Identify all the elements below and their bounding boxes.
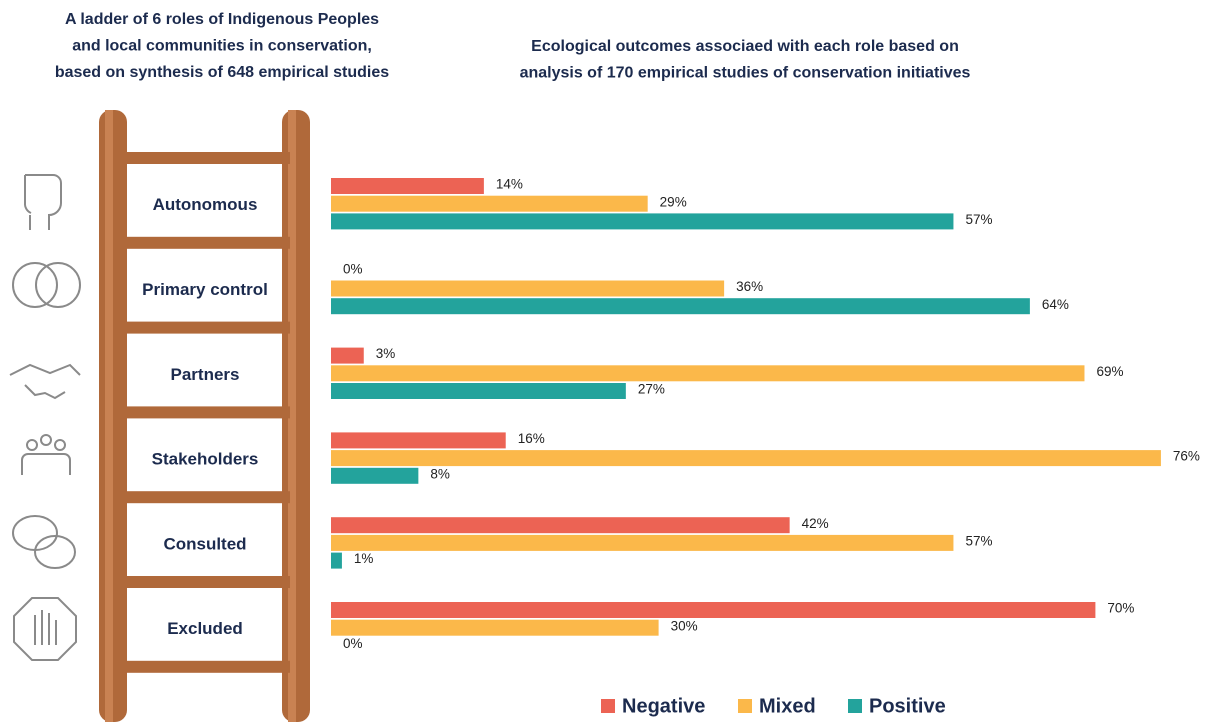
handshake-icon [9, 363, 81, 400]
bar [331, 178, 484, 194]
value-label: 0% [343, 636, 363, 651]
ladder-rail-shine [288, 110, 296, 722]
fist-icon [23, 174, 62, 230]
value-label: 1% [354, 551, 374, 566]
bar [331, 195, 648, 212]
value-label: 42% [802, 516, 829, 531]
category-box [127, 337, 282, 406]
ladder [99, 110, 310, 722]
icons [9, 174, 81, 661]
people-icon [26, 439, 38, 451]
value-label: 76% [1173, 449, 1200, 464]
value-label: 29% [660, 194, 687, 209]
legend-label: Negative [622, 695, 705, 717]
value-label: 14% [496, 177, 523, 192]
category-box [127, 422, 282, 491]
value-label: 64% [1042, 297, 1069, 312]
ladder-rung [120, 491, 290, 504]
value-label: 27% [638, 382, 665, 397]
value-label: 57% [965, 212, 992, 227]
category-label: Consulted [163, 534, 246, 553]
category-box [127, 168, 282, 236]
people-icon [21, 453, 71, 475]
value-label: 3% [376, 346, 396, 361]
bubble-icon [12, 515, 58, 551]
people-icon [54, 439, 66, 451]
bar [331, 517, 790, 534]
bar [331, 552, 342, 569]
legend-label: Positive [869, 695, 946, 717]
value-label: 69% [1096, 364, 1123, 379]
legend-label: Mixed [759, 695, 816, 717]
bar [331, 365, 1085, 382]
bar [331, 602, 1096, 618]
heads-icon [35, 262, 81, 308]
category-box [127, 592, 282, 660]
bar [331, 280, 725, 297]
category-box [127, 252, 282, 321]
category-label: Stakeholders [152, 450, 259, 469]
legend-swatch [738, 699, 752, 713]
value-label: 36% [736, 279, 763, 294]
bar [331, 298, 1030, 315]
ladder-rail-shine [105, 110, 113, 722]
ladder-rung [120, 236, 290, 249]
category-label: Autonomous [153, 195, 258, 214]
bar [331, 213, 954, 230]
bar [331, 432, 506, 449]
ladder-rung [120, 152, 290, 164]
chart-title: Ecological outcomes associaed with each … [531, 38, 959, 55]
value-label: 30% [671, 618, 698, 633]
people-icon [40, 434, 52, 446]
ladder-rung [120, 660, 290, 673]
category-label: Excluded [167, 619, 243, 638]
ladder-title: and local communities in conservation, [72, 38, 372, 55]
legend: Negative Mixed Positive [601, 695, 946, 717]
chart-title: analysis of 170 empirical studies of con… [520, 65, 971, 82]
ladder-title: based on synthesis of 648 empirical stud… [55, 64, 389, 81]
ladder-title: A ladder of 6 roles of Indigenous People… [65, 11, 379, 28]
bubble-icon [34, 535, 76, 569]
bar [331, 450, 1161, 467]
category-label: Partners [171, 365, 240, 384]
value-label: 8% [430, 466, 450, 481]
bar [331, 467, 419, 484]
value-label: 70% [1107, 601, 1134, 616]
value-label: 57% [965, 533, 992, 548]
hand-icon [34, 610, 57, 645]
bar [331, 534, 954, 551]
legend-swatch [601, 699, 615, 713]
bar [331, 619, 659, 636]
ladder-rung [120, 406, 290, 419]
category-label: Primary control [142, 280, 268, 299]
ladder-rung [120, 321, 290, 334]
legend-swatch [848, 699, 862, 713]
ladder-rung [120, 576, 290, 588]
stop-icon [13, 597, 77, 661]
heads-icon [12, 262, 58, 308]
category-box [127, 507, 282, 576]
bar [331, 347, 364, 364]
value-label: 16% [518, 431, 545, 446]
bar [331, 383, 626, 399]
value-label: 0% [343, 261, 363, 276]
